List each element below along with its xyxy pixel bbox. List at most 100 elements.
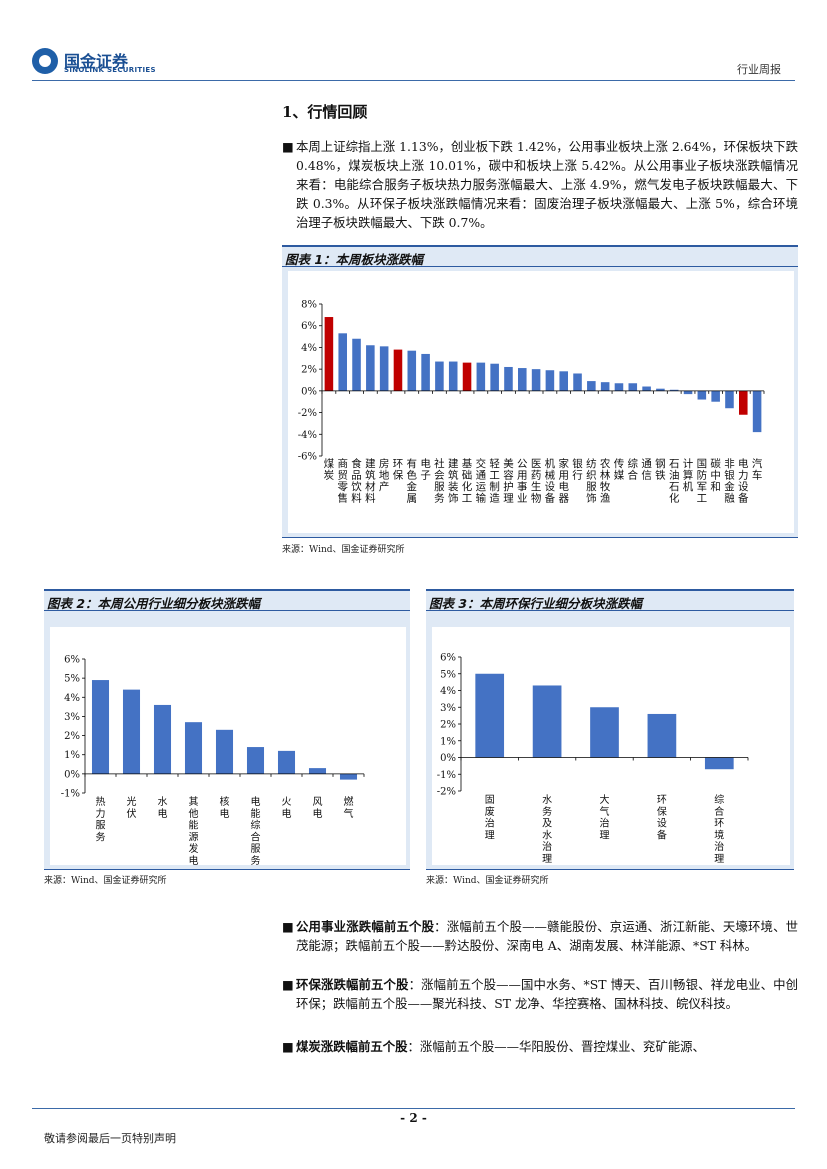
category-label: 电能综合服务 [251,795,261,867]
bar-有色金属 [407,350,417,391]
bullet-square-icon: ■ [282,919,294,934]
y-tick-label: 2% [64,731,80,742]
bullet-utilities-label: 公用事业涨跌幅前五个股 [296,919,435,934]
bar-固废治理 [475,673,505,758]
bar-综合环境治理 [704,757,734,770]
category-label: 商贸零售 [337,457,348,505]
category-label: 食品饮料 [351,457,362,505]
bar-热力服务 [91,680,110,774]
bar-钢铁 [656,388,665,391]
category-label: 水电 [158,796,168,820]
category-label: 银行 [572,457,583,482]
category-label: 美容护理 [503,457,514,505]
summary-paragraph: ■ 本周上证综指上涨 1.13%，创业板下跌 1.42%，公用事业板块上涨 2.… [282,137,798,232]
bar-建筑材料 [366,345,375,391]
category-label: 核电 [220,795,230,820]
category-label: 国防军工 [697,458,708,505]
bullet-utilities: ■ 公用事业涨跌幅前五个股：涨幅前五个股——赣能股份、京运通、浙江新能、天壕环境… [282,917,798,955]
y-tick-label: 5% [64,674,80,685]
figure-2-source: 来源：Wind、国金证券研究所 [44,876,167,886]
y-tick-label: 1% [64,750,80,761]
y-tick-label: 3% [440,703,456,714]
category-label: 碳中和 [710,457,721,493]
y-tick-label: 1% [440,736,456,747]
page-number: - 2 - [400,1111,427,1125]
bar-电子 [421,353,430,391]
category-label: 建筑装饰 [448,457,459,505]
bar-家用电器 [559,371,569,391]
category-label: 综合 [628,457,639,482]
bar-环保设备 [647,713,677,758]
bar-火电 [277,750,296,774]
category-label: 钢铁 [655,457,666,482]
figure-1-panel: 8% 6% 4% 2% 0% -2% -4% -6% 煤炭 商贸零售 食品饮料 建筑材料 房地产 环保 有色… [282,267,798,537]
header-divider [32,80,795,81]
bullet-utilities-text: ：涨幅前五个股——赣能股份、京运通、浙江新能、天壕环境、世茂能源；跌幅前五个股—… [296,919,799,953]
figure-3-title-bar: 图表 3：本周环保行业细分板块涨跌幅 [426,589,794,611]
y-tick-label: -4% [298,430,317,441]
section-heading: 1、行情回顾 [282,103,368,121]
bar-其他能源发电 [184,722,203,774]
figure-3-title: 图表 3：本周环保行业细分板块涨跌幅 [429,596,643,611]
category-label: 综合环境治理 [714,793,724,865]
category-label: 农林牧渔 [600,457,611,505]
logo-text-en: SINOLINK SECURITIES [64,66,156,74]
figure-2-bottom-rule [44,869,410,870]
category-label: 大气治理 [600,793,610,841]
bar-大气治理 [590,707,619,758]
bar-医药生物 [531,369,541,391]
category-label: 环保 [393,458,404,482]
bar-非银金融 [725,390,734,409]
category-label: 通信 [641,458,652,482]
category-label: 机械设备 [545,457,556,505]
category-label: 固废治理 [485,794,495,841]
figure-3-source: 来源：Wind、国金证券研究所 [426,876,549,886]
y-tick-label: 3% [64,712,80,723]
figure-1-title-bar: 图表 1：本周板块涨跌幅 [282,245,798,267]
figure-1-title: 图表 1：本周板块涨跌幅 [285,252,424,267]
category-label: 光伏 [127,795,137,820]
bullet-environment-text: ：涨幅前五个股——国中水务、*ST 博天、百川畅银、祥龙电业、中创环保；跌幅前五… [296,977,799,1011]
bar-银行 [573,373,582,391]
footer-divider [32,1108,795,1109]
logo-mark-icon [32,48,58,74]
bullet-square-icon: ■ [282,977,294,992]
figure-2-title: 图表 2：本周公用行业细分板块涨跌幅 [47,596,261,611]
y-tick-label: 8% [301,300,317,311]
bar-建筑装饰 [448,361,458,391]
category-label: 非银金融 [724,458,735,505]
category-label: 计算机 [683,457,694,493]
bar-美容护理 [504,366,513,391]
bar-房地产 [379,346,389,391]
bar-计算机 [683,390,693,395]
bullet-coal-text: ：涨幅前五个股——华阳股份、晋控煤业、兖矿能源、 [407,1039,705,1054]
bullet-environment: ■ 环保涨跌幅前五个股：涨幅前五个股——国中水务、*ST 博天、百川畅银、祥龙电… [282,975,798,1013]
bar-电力设备 [738,390,748,415]
bar-石油石化 [669,389,679,391]
y-tick-label: 2% [440,720,456,731]
bar-轻工制造 [490,363,499,391]
bar-光伏 [122,689,141,774]
y-tick-label: -2% [298,408,317,419]
category-label: 热力服务 [96,795,106,843]
bar-商贸零售 [338,333,348,391]
y-tick-label: 2% [301,365,317,376]
category-label: 环保设备 [657,795,667,841]
figure-3-panel: 6% 5% 4% 3% 2% 1% 0% -1% -2% 固废治理 水务及水治理 大气治理 环保设备 综合… [426,611,794,869]
y-tick-label: 4% [64,693,80,704]
category-label: 社会服务 [434,457,445,505]
bar-环保 [393,349,403,391]
figure-1-source: 来源：Wind、国金证券研究所 [282,545,405,555]
figure-2-title-bar: 图表 2：本周公用行业细分板块涨跌幅 [44,589,410,611]
bar-纺织服饰 [587,381,596,391]
logo-text-cn: 国金证券 [64,52,129,71]
disclaimer-note: 敬请参阅最后一页特别声明 [44,1132,176,1145]
category-label: 基础化工 [462,457,473,505]
bullet-square-icon: ■ [282,139,294,154]
category-label: 家用电器 [558,457,569,505]
bar-电能综合服务 [246,747,265,774]
y-tick-label: 4% [440,686,456,697]
summary-text: 本周上证综指上涨 1.13%，创业板下跌 1.42%，公用事业板块上涨 2.64… [296,139,798,230]
category-label: 水务及水治理 [542,794,552,865]
